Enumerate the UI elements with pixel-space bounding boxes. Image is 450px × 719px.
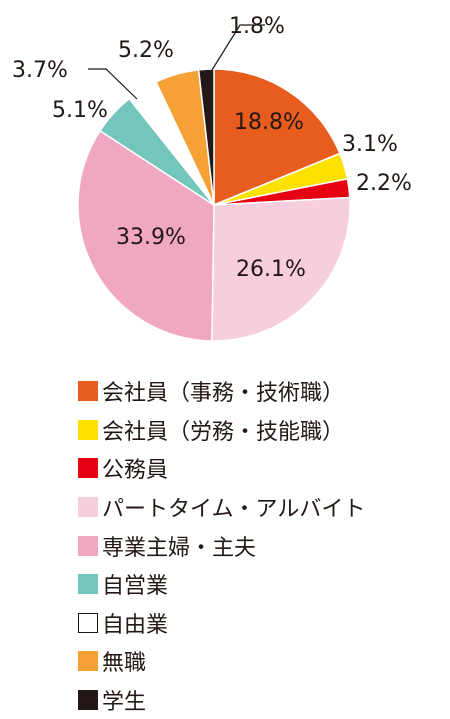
slice-value-label: 2.2% (356, 171, 412, 196)
legend-label: 専業主婦・主夫 (102, 535, 257, 561)
slice-value-label: 5.1% (52, 98, 108, 123)
legend-item-office-worker-clerical: 会社員（事務・技術職） (78, 372, 365, 411)
leader-line (88, 68, 138, 100)
legend-item-office-worker-labor: 会社員（労務・技能職） (78, 411, 365, 450)
legend-swatch (78, 497, 98, 518)
legend-label: 会社員（事務・技術職） (102, 381, 345, 407)
legend-item-freelance: 自由業 (78, 604, 365, 643)
legend-item-civil-servant: 公務員 (78, 449, 365, 488)
legend-label: 学生 (102, 690, 147, 716)
legend-swatch (78, 612, 98, 633)
legend-item-student: 学生 (78, 681, 365, 719)
legend-swatch (78, 690, 98, 711)
slice-value-label: 26.1% (236, 257, 306, 282)
legend-label: パートタイム・アルバイト (102, 497, 366, 523)
slice-value-label: 1.8% (229, 14, 285, 39)
legend-swatch (78, 574, 98, 595)
slice-value-label: 33.9% (116, 225, 186, 250)
legend-swatch (78, 419, 98, 440)
legend-item-unemployed: 無職 (78, 642, 365, 681)
slice-value-label: 3.1% (342, 132, 398, 157)
chart-legend: 会社員（事務・技術職） 会社員（労務・技能職） 公務員 パートタイム・アルバイト… (78, 372, 365, 719)
legend-swatch (78, 651, 98, 672)
pie-slice-0 (213, 68, 341, 207)
legend-item-part-time: パートタイム・アルバイト (78, 488, 365, 527)
pie-slice-3 (211, 196, 351, 342)
legend-label: 会社員（労務・技能職） (102, 419, 345, 445)
pie-slice-8 (197, 68, 215, 206)
legend-label: 自由業 (102, 612, 169, 638)
legend-swatch (78, 381, 98, 402)
legend-item-homemaker: 専業主婦・主夫 (78, 526, 365, 565)
slice-value-label: 18.8% (234, 110, 304, 135)
slice-value-label: 3.7% (12, 58, 68, 83)
slice-value-label: 5.2% (118, 38, 174, 63)
legend-item-self-employed: 自営業 (78, 565, 365, 604)
legend-label: 無職 (102, 651, 147, 677)
legend-label: 公務員 (102, 458, 169, 484)
leader-line (206, 24, 265, 79)
legend-label: 自営業 (102, 574, 169, 600)
legend-swatch (78, 458, 98, 479)
legend-swatch (78, 535, 98, 556)
